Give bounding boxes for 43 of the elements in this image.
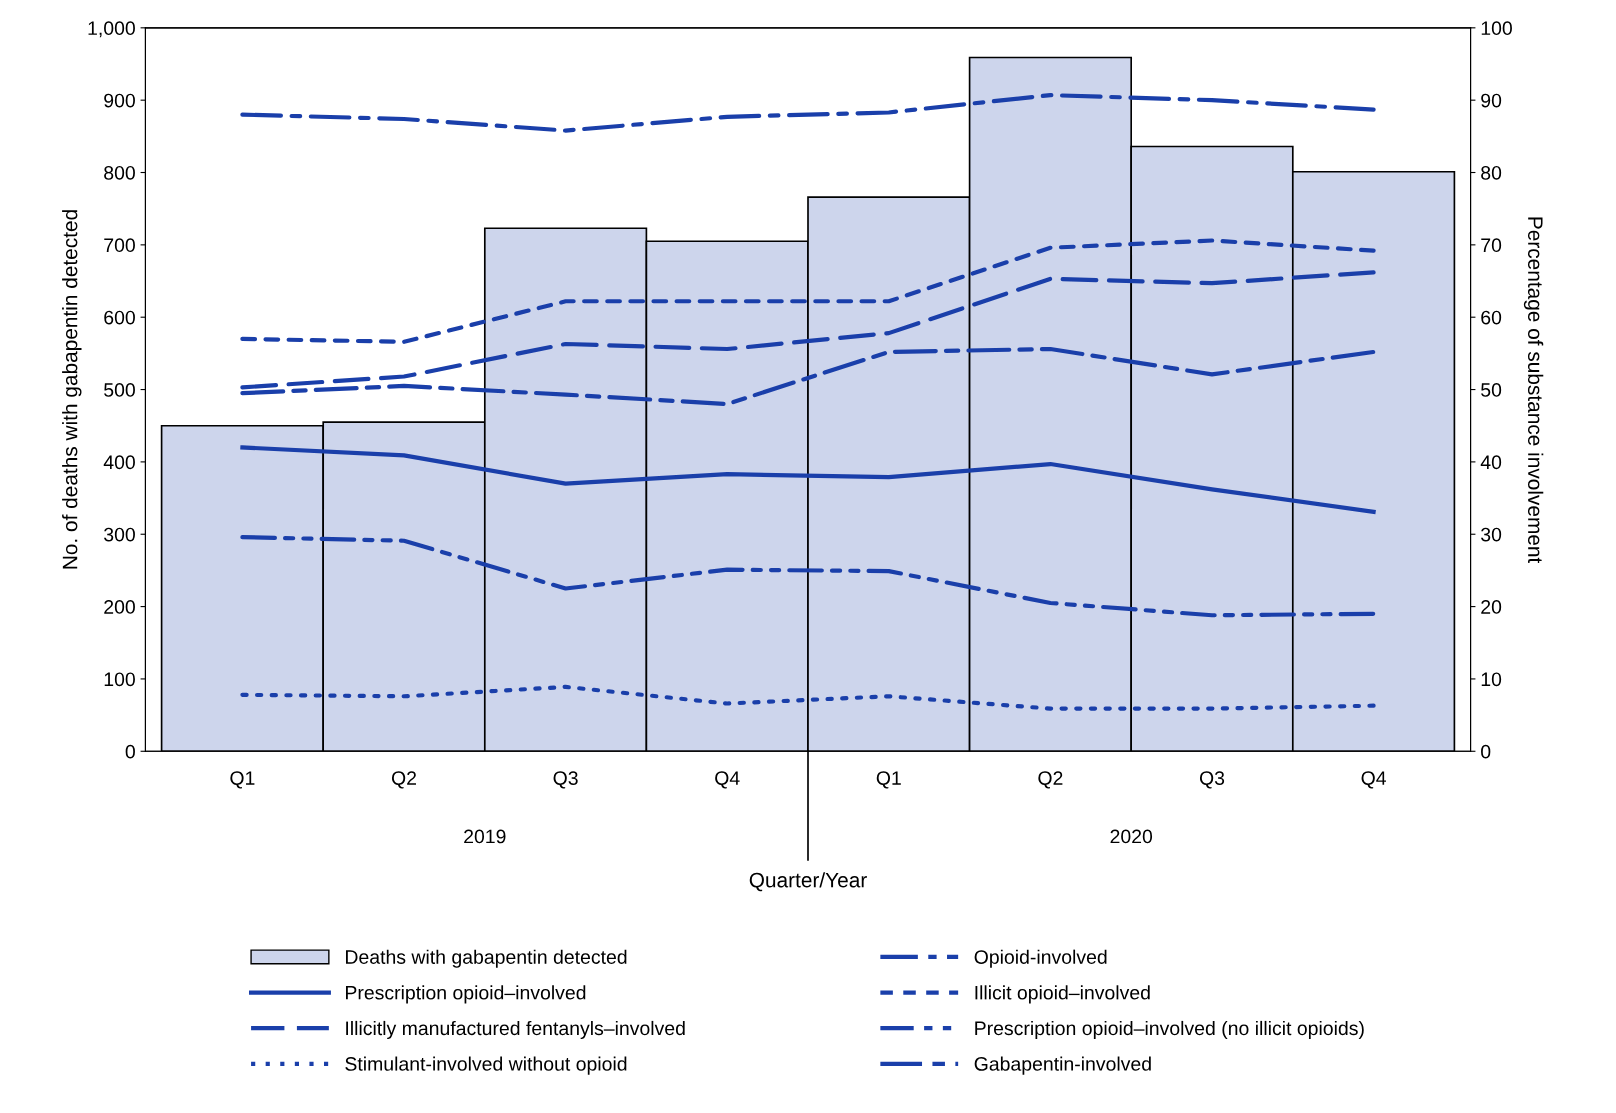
legend-label: Illicitly manufactured fentanyls–involved <box>346 1020 685 1040</box>
y2-tick-label: 100 <box>1481 21 1512 36</box>
text: 2019 <box>464 829 506 844</box>
y2-axis-title: Percentage of substance involvement <box>1523 217 1544 564</box>
x-tick-label: Q4 <box>1361 771 1386 789</box>
legend-label: Stimulant-involved without opioid <box>345 1056 627 1075</box>
y2-tick-label: 30 <box>1481 527 1502 542</box>
y2-tick-label: 50 <box>1481 383 1502 397</box>
y-tick-label: 300 <box>104 527 135 542</box>
y2-tick-label: 60 <box>1481 310 1502 325</box>
x-tick-label: Q1 <box>876 771 901 789</box>
y-tick-label: 1,000 <box>88 21 135 38</box>
x-axis-title: Quarter/Year <box>749 872 867 892</box>
y2-tick-label: 80 <box>1481 165 1502 180</box>
y-tick-label: 900 <box>104 93 135 108</box>
x-tick-label: Q3 <box>553 771 578 789</box>
y2-tick-label: 10 <box>1481 672 1502 687</box>
y-tick-label: 500 <box>104 383 135 397</box>
x-tick-label: Q3 <box>1199 771 1225 789</box>
y2-tick-label: 0 <box>1481 744 1491 759</box>
legend-label: Prescription opioid–involved <box>346 985 586 1004</box>
y-tick-label: 200 <box>104 600 135 614</box>
y-tick-label: 100 <box>104 672 135 687</box>
y-tick-label: 600 <box>104 310 135 325</box>
y-tick-label: 800 <box>104 165 135 180</box>
x-tick-label: Q1 <box>230 771 255 789</box>
y-tick-label: 700 <box>104 238 135 253</box>
y-axis-title: No. of deaths with gabapentin detected <box>62 210 82 569</box>
text: 2020 <box>1110 829 1153 844</box>
legend-label: Illicit opioid–involved <box>975 985 1150 1004</box>
legend-label: Prescription opioid–involved (no illicit opioids) <box>975 1020 1364 1040</box>
y-tick-label: 0 <box>125 744 135 759</box>
legend-label: Deaths with gabapentin detected <box>346 949 627 968</box>
x-tick-label: Q4 <box>715 771 740 789</box>
x-tick-label: Q2 <box>391 771 416 789</box>
legend-label: Opioid-involved <box>974 949 1107 968</box>
x-tick-label: Q2 <box>1038 771 1063 789</box>
y-tick-label: 400 <box>103 455 135 470</box>
y2-tick-label: 70 <box>1481 238 1502 253</box>
y2-tick-label: 20 <box>1481 600 1502 614</box>
legend-label: Gabapentin-involved <box>974 1056 1151 1075</box>
y2-tick-label: 90 <box>1481 93 1502 108</box>
y2-tick-label: 40 <box>1480 455 1502 470</box>
